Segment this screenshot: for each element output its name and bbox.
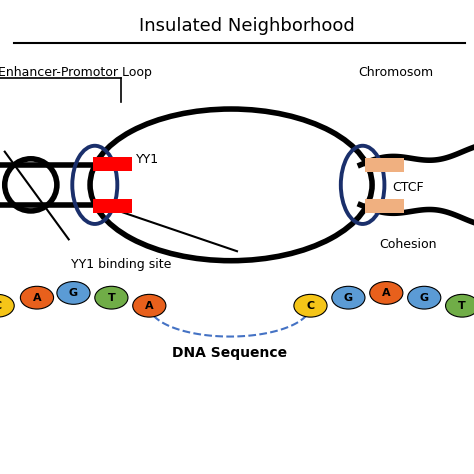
Ellipse shape (294, 294, 327, 317)
Ellipse shape (57, 282, 90, 304)
Text: Insulated Neighborhood: Insulated Neighborhood (138, 17, 355, 35)
Ellipse shape (408, 286, 441, 309)
Text: A: A (145, 301, 154, 311)
Text: G: G (344, 292, 353, 303)
Ellipse shape (446, 294, 474, 317)
Ellipse shape (0, 294, 14, 317)
Text: DNA Sequence: DNA Sequence (173, 346, 287, 360)
Ellipse shape (370, 282, 403, 304)
Text: T: T (108, 292, 115, 303)
FancyBboxPatch shape (365, 199, 404, 213)
Text: YY1 binding site: YY1 binding site (71, 258, 172, 271)
Bar (93, 199, 132, 213)
Ellipse shape (332, 286, 365, 309)
Text: Chromosom: Chromosom (358, 66, 433, 79)
FancyBboxPatch shape (365, 158, 404, 172)
Text: A: A (382, 288, 391, 298)
Ellipse shape (133, 294, 166, 317)
Text: CTCF: CTCF (392, 181, 424, 194)
Text: C: C (306, 301, 315, 311)
Text: G: G (419, 292, 429, 303)
Text: T: T (458, 301, 466, 311)
Ellipse shape (20, 286, 54, 309)
Text: G: G (69, 288, 78, 298)
Bar (93, 157, 132, 171)
Text: YY1: YY1 (136, 153, 159, 166)
Text: A: A (33, 292, 41, 303)
Text: C: C (0, 301, 2, 311)
Text: Enhancer-Promotor Loop: Enhancer-Promotor Loop (0, 66, 152, 79)
Ellipse shape (95, 286, 128, 309)
Text: Cohesion: Cohesion (379, 237, 437, 251)
